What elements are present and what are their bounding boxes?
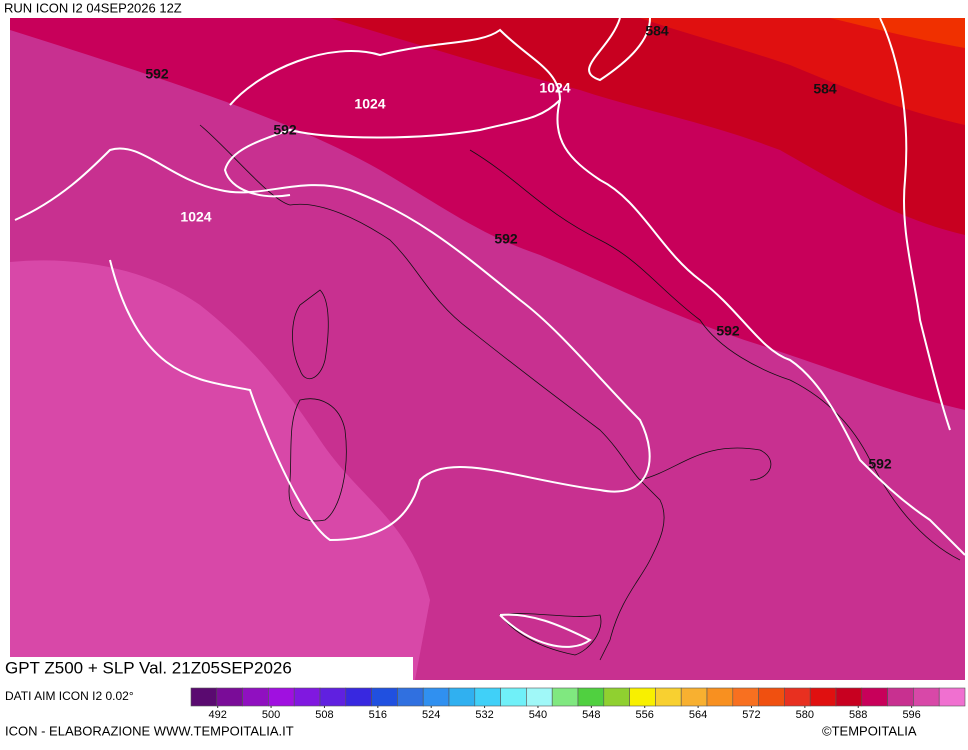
colorbar-tick-label: 540 <box>529 709 547 721</box>
band-576-580 <box>830 18 965 48</box>
coastlines <box>199 124 961 661</box>
contour-label: 592 <box>273 122 297 138</box>
band-584-588 <box>330 18 965 235</box>
map: 592 1024 592 1024 592 584 1024 584 592 592 <box>10 17 966 680</box>
colorbar-swatch <box>474 687 501 707</box>
colorbar-tick-label: 492 <box>209 709 227 721</box>
sicily <box>499 613 602 656</box>
colorbar-swatch <box>422 687 450 707</box>
colorbar-tick-label: 572 <box>742 709 760 721</box>
contour-label: 592 <box>716 323 740 339</box>
adriatic-east-coast <box>469 149 961 561</box>
colorbar-tick-label: 532 <box>475 709 493 721</box>
contour-label: 592 <box>868 456 892 472</box>
isobar-1024-north <box>223 28 562 198</box>
isobar-loop <box>588 17 651 82</box>
colorbar-swatch <box>629 687 656 707</box>
colorbar-tick-label: 556 <box>636 709 654 721</box>
colorbar-tick-label: 564 <box>689 709 707 721</box>
colorbar-swatch <box>448 687 476 707</box>
colorbar-tick-label: 580 <box>796 709 814 721</box>
colorbar-swatch <box>216 687 243 707</box>
colorbar-swatch <box>861 687 888 707</box>
colorbar-swatch <box>913 687 940 707</box>
colorbar-swatch <box>551 687 579 707</box>
contour-label: 592 <box>494 231 518 247</box>
run-label: RUN ICON I2 04SEP2026 12Z <box>4 0 182 15</box>
colorbar-tick-label: 588 <box>849 709 867 721</box>
colorbar-swatch <box>293 687 321 707</box>
contour-label: 1024 <box>539 80 570 96</box>
corsica <box>292 289 329 380</box>
colorbar-swatch <box>835 687 863 707</box>
colorbar-swatch <box>319 687 347 707</box>
colorbar-swatch <box>784 687 811 707</box>
contour-label: 1024 <box>354 96 385 112</box>
isobar-1024 <box>14 147 651 542</box>
colorbar-swatch <box>268 687 295 707</box>
colorbar-tick-label: 516 <box>369 709 387 721</box>
colorbar-tick-label: 548 <box>582 709 600 721</box>
copyright: ©TEMPOITALIA <box>822 723 917 738</box>
isobar-1024-east <box>556 99 966 556</box>
credit: ICON - ELABORAZIONE WWW.TEMPOITALIA.IT <box>5 723 294 738</box>
colorbar-tick-label: 596 <box>902 709 920 721</box>
header-box <box>0 0 265 18</box>
contour-label: 584 <box>645 23 669 39</box>
source-label: DATI AIM ICON I2 0.02° <box>5 689 134 703</box>
contours <box>14 17 966 648</box>
colorbar-swatch <box>371 687 398 707</box>
colorbar-swatch <box>706 687 734 707</box>
colorbar-swatch <box>345 687 372 707</box>
colorbar-tick-label: 500 <box>262 709 280 721</box>
colorbar-swatch <box>809 687 837 707</box>
title-box <box>0 657 413 683</box>
colorbar-swatch <box>526 687 553 707</box>
colorbar-swatch <box>242 687 269 707</box>
colorbar-swatch <box>680 687 708 707</box>
contour-labels: 592 1024 592 1024 592 584 1024 584 592 592 <box>145 23 892 472</box>
band-580-584 <box>640 18 965 125</box>
colorbar-swatch <box>500 687 527 707</box>
map-title: GPT Z500 + SLP Val. 21Z05SEP2026 <box>5 658 292 677</box>
colorbar-swatch <box>190 687 218 707</box>
colorbar-swatch <box>397 687 424 707</box>
colorbar-swatch <box>938 687 966 707</box>
band-596-600 <box>10 260 430 680</box>
colorbar-swatch <box>655 687 682 707</box>
colorbar-swatch <box>887 687 914 707</box>
colorbar-swatch <box>732 687 759 707</box>
colorbar-swatch <box>603 687 630 707</box>
colorbar-swatch <box>758 687 785 707</box>
contour-label: 584 <box>813 81 837 97</box>
colorbar-swatch <box>577 687 605 707</box>
italy-coast <box>199 124 772 661</box>
contour-label: 1024 <box>180 209 211 225</box>
colorbar: 492 500 508 516 524 532 540 548 556 564 572 580 588 5… <box>190 687 966 721</box>
isobar-east-edge <box>879 17 951 431</box>
colorbar-tick-label: 508 <box>315 709 333 721</box>
sardinia <box>288 398 347 522</box>
contour-label: 592 <box>145 66 169 82</box>
colorbar-tick-label: 524 <box>422 709 440 721</box>
isobar-sicily <box>499 613 592 648</box>
